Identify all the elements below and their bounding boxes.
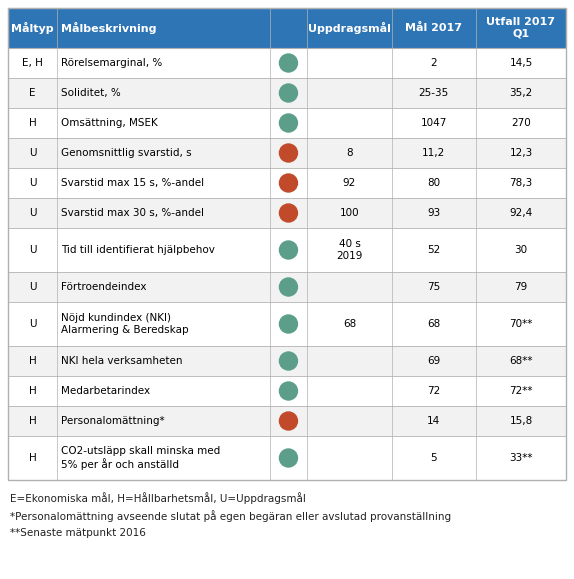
Text: 100: 100	[340, 208, 359, 218]
Text: Soliditet, %: Soliditet, %	[61, 88, 121, 98]
Bar	[8, 346, 566, 376]
Text: Förtroendeindex: Förtroendeindex	[61, 282, 147, 292]
Text: E: E	[29, 88, 36, 98]
Text: 25-35: 25-35	[418, 88, 449, 98]
Bar	[8, 198, 566, 228]
Circle shape	[280, 278, 297, 296]
Text: 68: 68	[343, 319, 356, 329]
Circle shape	[280, 352, 297, 370]
Text: 79: 79	[514, 282, 528, 292]
Text: 93: 93	[427, 208, 440, 218]
Text: Omsättning, MSEK: Omsättning, MSEK	[61, 118, 158, 128]
Text: 52: 52	[427, 245, 440, 255]
Circle shape	[280, 204, 297, 222]
Bar	[8, 48, 566, 78]
Text: H: H	[29, 416, 37, 426]
Text: 14,5: 14,5	[509, 58, 533, 68]
Text: E=Ekonomiska mål, H=Hållbarhetsmål, U=Uppdragsmål: E=Ekonomiska mål, H=Hållbarhetsmål, U=Up…	[10, 492, 306, 504]
Text: H: H	[29, 356, 37, 366]
Text: H: H	[29, 386, 37, 396]
Text: 35,2: 35,2	[509, 88, 533, 98]
Bar	[8, 108, 566, 138]
Text: 69: 69	[427, 356, 440, 366]
Text: *Personalomättning avseende slutat på egen begäran eller avslutad provanställnin: *Personalomättning avseende slutat på eg…	[10, 510, 451, 522]
Circle shape	[280, 315, 297, 333]
Text: Personalomättning*: Personalomättning*	[61, 416, 165, 426]
Circle shape	[280, 144, 297, 162]
Text: 40 s
2019: 40 s 2019	[336, 239, 363, 261]
Text: E, H: E, H	[22, 58, 43, 68]
Text: U: U	[29, 208, 37, 218]
Bar	[8, 8, 566, 48]
Text: U: U	[29, 178, 37, 188]
Bar	[8, 376, 566, 406]
Text: Tid till identifierat hjälpbehov: Tid till identifierat hjälpbehov	[61, 245, 215, 255]
Bar	[8, 8, 566, 480]
Text: H: H	[29, 453, 37, 463]
Circle shape	[280, 412, 297, 430]
Bar	[8, 302, 566, 346]
Text: U: U	[29, 282, 37, 292]
Text: 68: 68	[427, 319, 440, 329]
Text: 30: 30	[514, 245, 528, 255]
Text: U: U	[29, 245, 37, 255]
Circle shape	[280, 114, 297, 132]
Text: Nöjd kundindex (NKI)
Alarmering & Beredskap: Nöjd kundindex (NKI) Alarmering & Bereds…	[61, 313, 189, 335]
Text: Medarbetarindex: Medarbetarindex	[61, 386, 150, 396]
Bar	[8, 168, 566, 198]
Bar	[8, 228, 566, 272]
Text: CO2-utsläpp skall minska med
5% per år och anställd: CO2-utsläpp skall minska med 5% per år o…	[61, 446, 220, 470]
Text: 75: 75	[427, 282, 440, 292]
Text: Måltyp: Måltyp	[11, 22, 54, 34]
Text: 33**: 33**	[509, 453, 533, 463]
Text: 72: 72	[427, 386, 440, 396]
Text: Uppdragsmål: Uppdragsmål	[308, 22, 391, 34]
Text: Genomsnittlig svarstid, s: Genomsnittlig svarstid, s	[61, 148, 192, 158]
Circle shape	[280, 382, 297, 400]
Bar	[8, 272, 566, 302]
Text: 11,2: 11,2	[422, 148, 445, 158]
Text: U: U	[29, 148, 37, 158]
Circle shape	[280, 84, 297, 102]
Text: 72**: 72**	[509, 386, 533, 396]
Text: 92: 92	[343, 178, 356, 188]
Text: 12,3: 12,3	[509, 148, 533, 158]
Text: Målbeskrivning: Målbeskrivning	[61, 22, 157, 34]
Text: Mål 2017: Mål 2017	[405, 23, 462, 33]
Text: 8: 8	[346, 148, 353, 158]
Bar	[8, 138, 566, 168]
Text: Svarstid max 30 s, %-andel: Svarstid max 30 s, %-andel	[61, 208, 204, 218]
Text: 14: 14	[427, 416, 440, 426]
Text: 1047: 1047	[421, 118, 447, 128]
Text: 92,4: 92,4	[509, 208, 533, 218]
Text: **Senaste mätpunkt 2016: **Senaste mätpunkt 2016	[10, 528, 146, 538]
Text: 5: 5	[430, 453, 437, 463]
Text: 68**: 68**	[509, 356, 533, 366]
Text: Utfall 2017
Q1: Utfall 2017 Q1	[486, 17, 556, 39]
Text: H: H	[29, 118, 37, 128]
Text: 78,3: 78,3	[509, 178, 533, 188]
Text: 15,8: 15,8	[509, 416, 533, 426]
Text: 270: 270	[511, 118, 531, 128]
Text: Svarstid max 15 s, %-andel: Svarstid max 15 s, %-andel	[61, 178, 204, 188]
Text: NKI hela verksamheten: NKI hela verksamheten	[61, 356, 183, 366]
Text: 2: 2	[430, 58, 437, 68]
Text: U: U	[29, 319, 37, 329]
Bar	[8, 78, 566, 108]
Circle shape	[280, 54, 297, 72]
Circle shape	[280, 174, 297, 192]
Bar	[8, 436, 566, 480]
Bar	[8, 406, 566, 436]
Text: 80: 80	[427, 178, 440, 188]
Circle shape	[280, 241, 297, 259]
Circle shape	[280, 449, 297, 467]
Text: 70**: 70**	[509, 319, 533, 329]
Text: Rörelsemarginal, %: Rörelsemarginal, %	[61, 58, 162, 68]
